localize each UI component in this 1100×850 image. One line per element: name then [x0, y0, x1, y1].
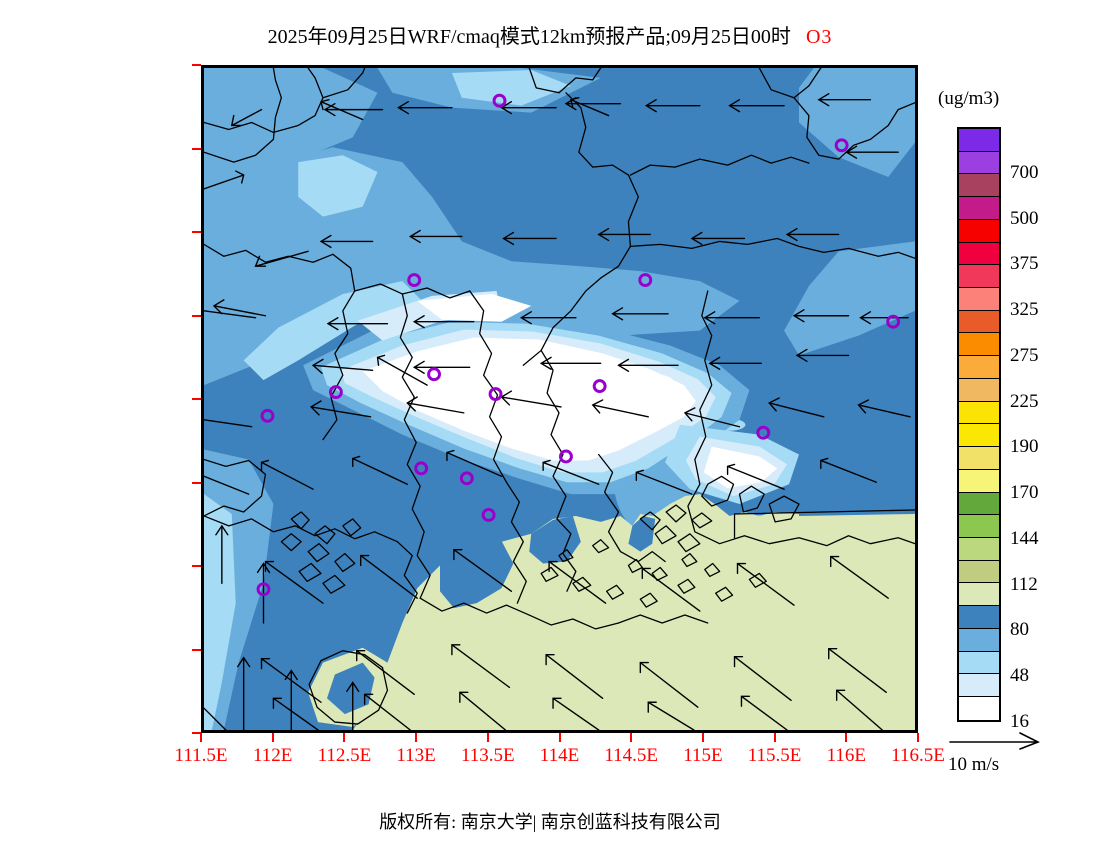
- colorbar-band: [959, 129, 999, 152]
- colorbar-tick-label: 500: [1010, 207, 1039, 229]
- y-axis-tick: [192, 732, 201, 734]
- colorbar-band: [959, 424, 999, 448]
- x-axis-tick-label: 116E: [826, 745, 866, 766]
- x-axis-tick: [773, 733, 776, 742]
- colorbar-band: [959, 288, 999, 311]
- colorbar-tick-label: 170: [1010, 482, 1039, 504]
- colorbar-band: [959, 537, 999, 561]
- colorbar-band: [959, 242, 999, 266]
- x-axis-tick: [200, 733, 202, 742]
- colorbar-tick-label: 16: [1010, 711, 1029, 732]
- chart-title-text: 2025年09月25日WRF/cmaq模式12km预报产品;09月25日00时: [267, 26, 791, 48]
- colorbar-band: [959, 356, 999, 379]
- x-axis-tick-label: 113.5E: [460, 745, 515, 766]
- copyright-footer: 版权所有: 南京大学| 南京创蓝科技有限公司: [379, 812, 721, 832]
- forecast-map-plot[interactable]: [201, 65, 918, 733]
- y-axis-tick: [192, 648, 201, 651]
- colorbar-band: [959, 560, 999, 584]
- x-axis-tick-label: 114.5E: [604, 745, 659, 766]
- colorbar-band: [959, 265, 999, 289]
- wind-scale-legend: 10 m/s: [944, 728, 1084, 783]
- x-axis-tick: [415, 733, 418, 742]
- colorbar-tick-label: 375: [1010, 253, 1039, 275]
- colorbar-band: [959, 310, 999, 334]
- colorbar-tick-label: 190: [1010, 436, 1039, 458]
- colorbar-band: [959, 492, 999, 516]
- colorbar-band: [959, 174, 999, 198]
- x-axis-tick: [343, 733, 346, 742]
- colorbar-tick-label: 225: [1010, 390, 1039, 412]
- colorbar-band: [959, 333, 999, 357]
- colorbar-band: [959, 469, 999, 493]
- colorbar-band: [959, 515, 999, 538]
- colorbar-band: [959, 151, 999, 175]
- y-axis-tick: [192, 314, 201, 317]
- y-axis-tick: [192, 64, 201, 66]
- x-axis-tick-label: 111.5E: [174, 745, 228, 766]
- x-axis-tick: [486, 733, 489, 742]
- colorbar-band: [959, 674, 999, 697]
- colorbar-band: [959, 651, 999, 675]
- chart-title: 2025年09月25日WRF/cmaq模式12km预报产品;09月25日00时 …: [0, 20, 1100, 49]
- x-axis-tick-label: 112.5E: [317, 745, 372, 766]
- colorbar-tick-label: 80: [1010, 619, 1029, 641]
- y-axis-tick: [192, 398, 201, 400]
- map-canvas: [204, 68, 915, 730]
- x-axis-tick: [701, 733, 704, 742]
- x-axis-tick-label: 114E: [539, 745, 580, 766]
- wind-arrow-icon: [949, 732, 1040, 750]
- x-axis-tick-label: 112E: [252, 745, 293, 766]
- y-axis-tick: [192, 565, 201, 567]
- colorbar-tick-label: 700: [1010, 161, 1039, 183]
- colorbar-unit-label: (ug/m3): [938, 88, 1000, 109]
- colorbar-band: [959, 378, 999, 402]
- y-axis-tick: [192, 147, 201, 150]
- colorbar-tick-label: 325: [1010, 299, 1039, 321]
- x-axis-tick: [271, 733, 274, 742]
- colorbar[interactable]: (ug/m3) 700 500 375 325 275 225 190 170 144 112 80…: [930, 80, 1100, 740]
- x-axis-tick: [558, 733, 561, 742]
- colorbar-tick-label: 48: [1010, 665, 1029, 687]
- colorbar-band: [959, 401, 999, 425]
- colorbar-band: [959, 628, 999, 652]
- colorbar-band: [959, 219, 999, 243]
- x-axis-tick-label: 113E: [396, 745, 436, 766]
- colorbar-tick-label: 275: [1010, 344, 1039, 366]
- colorbar-band: [959, 696, 999, 720]
- wind-scale-label: 10 m/s: [948, 754, 1000, 775]
- chart-title-species: O3: [805, 26, 833, 48]
- colorbar-band: [959, 197, 999, 220]
- colorbar-band: [959, 606, 999, 629]
- x-axis-tick: [630, 733, 633, 742]
- colorbar-bands[interactable]: [957, 127, 1001, 722]
- colorbar-tick-label: 112: [1010, 573, 1038, 595]
- colorbar-band: [959, 583, 999, 607]
- x-axis-tick-label: 115E: [683, 745, 723, 766]
- x-axis-tick-label: 115.5E: [747, 745, 802, 766]
- colorbar-tick-label: 144: [1010, 527, 1039, 549]
- colorbar-band: [959, 447, 999, 470]
- x-axis-tick: [917, 733, 919, 742]
- y-axis-tick: [192, 481, 201, 484]
- x-axis-tick: [845, 733, 848, 742]
- x-axis-tick-label: 116.5E: [891, 745, 945, 766]
- y-axis-tick: [192, 231, 201, 233]
